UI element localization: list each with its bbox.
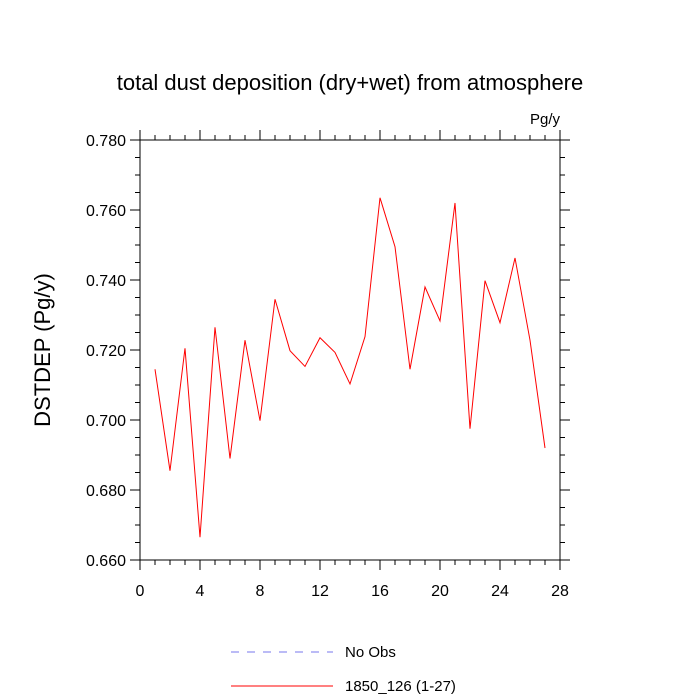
y-tick-label: 0.780 [86, 133, 126, 150]
legend: No Obs 1850_126 (1-27) [231, 644, 456, 695]
x-tick-label: 4 [196, 583, 205, 600]
x-tick-label: 16 [371, 583, 389, 600]
y-tick-label: 0.680 [86, 483, 126, 500]
chart-title: total dust deposition (dry+wet) from atm… [117, 70, 584, 95]
axis-tick-labels: 0 4 8 12 16 20 24 28 0.660 0.680 0.700 0.720 0.740 0.… [86, 133, 569, 600]
x-tick-label: 24 [491, 583, 509, 600]
x-tick-label: 12 [311, 583, 329, 600]
legend-label: No Obs [345, 644, 396, 661]
axis-ticks [130, 130, 570, 570]
x-tick-label: 0 [136, 583, 145, 600]
y-tick-label: 0.720 [86, 343, 126, 360]
x-tick-label: 20 [431, 583, 449, 600]
series-line [154, 197, 546, 538]
units-label: Pg/y [530, 111, 561, 128]
x-tick-label: 28 [551, 583, 569, 600]
legend-label: 1850_126 (1-27) [345, 678, 456, 695]
y-tick-label: 0.660 [86, 553, 126, 570]
y-tick-label: 0.700 [86, 413, 126, 430]
y-tick-label: 0.760 [86, 203, 126, 220]
x-tick-label: 8 [256, 583, 265, 600]
y-tick-label: 0.740 [86, 273, 126, 290]
series-layer [154, 197, 546, 538]
y-axis-label: DSTDEP (Pg/y) [30, 273, 55, 427]
